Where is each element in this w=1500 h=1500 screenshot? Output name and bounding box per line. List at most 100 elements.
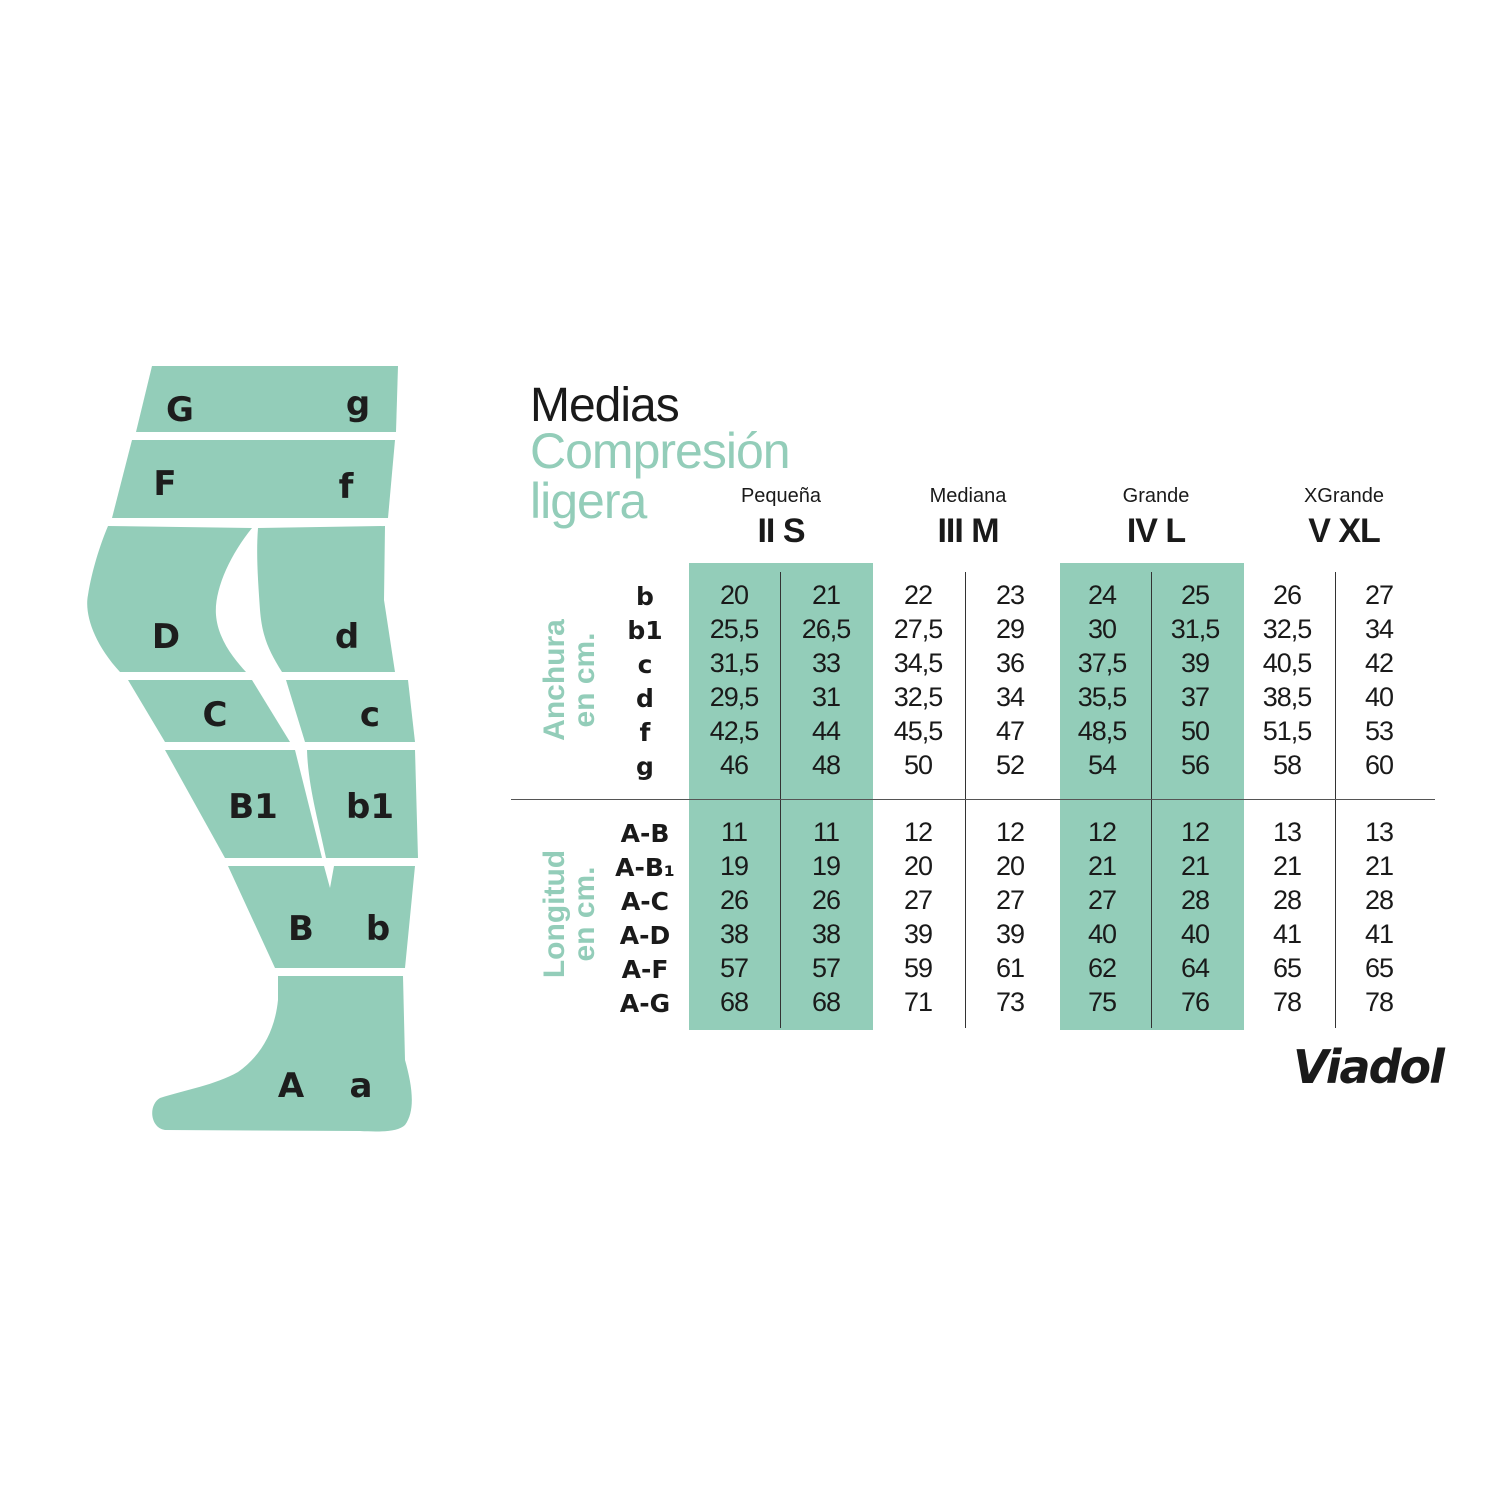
table-cell: 34,5 [893, 648, 944, 678]
table-cell: 62 [1087, 953, 1117, 983]
leg-label-A: A [278, 1066, 305, 1106]
leg-label-C: C [203, 695, 228, 735]
table-cell: 12 [903, 817, 933, 847]
table-cell: 36 [995, 648, 1025, 678]
table-cell: 20 [719, 580, 749, 610]
table-cell: 19 [719, 851, 749, 881]
row-label: A-C [620, 887, 670, 916]
table-cell: 47 [995, 716, 1025, 746]
table-cell: 27 [1087, 885, 1117, 915]
table-cell: 50 [903, 750, 933, 780]
leg-segment-f [112, 440, 395, 518]
table-cell: 21 [1087, 851, 1117, 881]
size-code: V XL [1308, 512, 1381, 550]
row-label: f [639, 718, 651, 747]
length-label-line-2: en cm. [568, 866, 601, 962]
table-cell: 58 [1272, 750, 1302, 780]
table-cell: 45,5 [893, 716, 944, 746]
size-name: Pequeña [740, 485, 822, 507]
row-label: d [636, 684, 654, 713]
table-cell: 20 [903, 851, 933, 881]
table-cell: 28 [1364, 885, 1394, 915]
table-cell: 65 [1272, 953, 1302, 983]
table-cell: 34 [1364, 614, 1394, 644]
length-section-label: Longitud en cm. [538, 794, 601, 1034]
table-cell: 71 [903, 987, 933, 1017]
table-cell: 51,5 [1262, 716, 1313, 746]
table-cell: 60 [1364, 750, 1394, 780]
title-line-2: Compresión [530, 423, 791, 479]
row-label: g [636, 752, 654, 781]
title-line-3: ligera [530, 473, 647, 529]
row-label: A-G [619, 989, 671, 1018]
highlight-band-s [689, 563, 873, 1030]
leg-label-B: B [288, 909, 314, 949]
length-label-line-1: Longitud [538, 849, 571, 979]
table-cell: 27 [995, 885, 1025, 915]
table-cell: 52 [995, 750, 1025, 780]
table-cell: 37,5 [1077, 648, 1128, 678]
leg-label-b: b [366, 909, 390, 949]
table-cell: 44 [811, 716, 841, 746]
table-cell: 38 [719, 919, 749, 949]
title-line-1: Medias [530, 379, 680, 432]
table-cell: 21 [1272, 851, 1302, 881]
width-section-label: Anchura en cm. [538, 560, 601, 800]
table-cell: 48,5 [1077, 716, 1128, 746]
table-cell: 28 [1180, 885, 1210, 915]
table-cell: 26 [719, 885, 749, 915]
table-cell: 39 [995, 919, 1025, 949]
column-divider [1151, 572, 1152, 1028]
table-cell: 23 [995, 580, 1025, 610]
table-cell: 61 [995, 953, 1025, 983]
leg-segment-b [228, 866, 415, 968]
table-cell: 11 [812, 817, 840, 847]
table-cell: 41 [1272, 919, 1302, 949]
size-code: III M [937, 512, 999, 550]
table-cell: 31,5 [709, 648, 760, 678]
table-cell: 26,5 [801, 614, 852, 644]
table-cell: 22 [903, 580, 933, 610]
table-cell: 21 [1364, 851, 1394, 881]
table-cell: 54 [1087, 750, 1117, 780]
table-cell: 26 [1272, 580, 1302, 610]
table-cell: 13 [1272, 817, 1302, 847]
table-cell: 26 [811, 885, 841, 915]
table-cell: 27 [903, 885, 933, 915]
table-cell: 65 [1364, 953, 1394, 983]
size-name: Mediana [929, 485, 1007, 507]
leg-label-B1: B1 [228, 787, 278, 827]
table-cell: 42,5 [709, 716, 760, 746]
width-label-line-2: en cm. [568, 632, 601, 728]
table-cell: 32,5 [893, 682, 944, 712]
leg-label-g: g [346, 384, 370, 424]
table-cell: 29,5 [709, 682, 760, 712]
width-label-line-1: Anchura [538, 619, 571, 741]
row-label: A-F [621, 955, 669, 984]
table-cell: 75 [1087, 987, 1117, 1017]
size-name: XGrande [1303, 485, 1385, 507]
table-cell: 40,5 [1262, 648, 1313, 678]
leg-diagram: G g F f D d C c B1 b1 B b A a [87, 366, 418, 1132]
table-cell: 42 [1364, 648, 1394, 678]
table-cell: 68 [811, 987, 841, 1017]
table-cell: 56 [1180, 750, 1210, 780]
leg-segment-b1-left [165, 750, 322, 858]
table-cell: 48 [811, 750, 841, 780]
table-cell: 57 [719, 953, 749, 983]
leg-label-d: d [335, 617, 359, 657]
table-cell: 57 [811, 953, 841, 983]
leg-segment-d-right [257, 526, 395, 672]
table-cell: 46 [719, 750, 749, 780]
row-label: A-D [619, 921, 671, 950]
table-cell: 12 [995, 817, 1025, 847]
leg-segment-c-right [286, 680, 415, 742]
leg-label-D: D [152, 617, 180, 657]
table-cell: 64 [1180, 953, 1210, 983]
table-cell: 34 [995, 682, 1025, 712]
column-divider [965, 572, 966, 1028]
table-cell: 35,5 [1077, 682, 1128, 712]
row-label: b1 [627, 616, 663, 645]
table-cell: 32,5 [1262, 614, 1313, 644]
size-code: IV L [1126, 512, 1186, 550]
